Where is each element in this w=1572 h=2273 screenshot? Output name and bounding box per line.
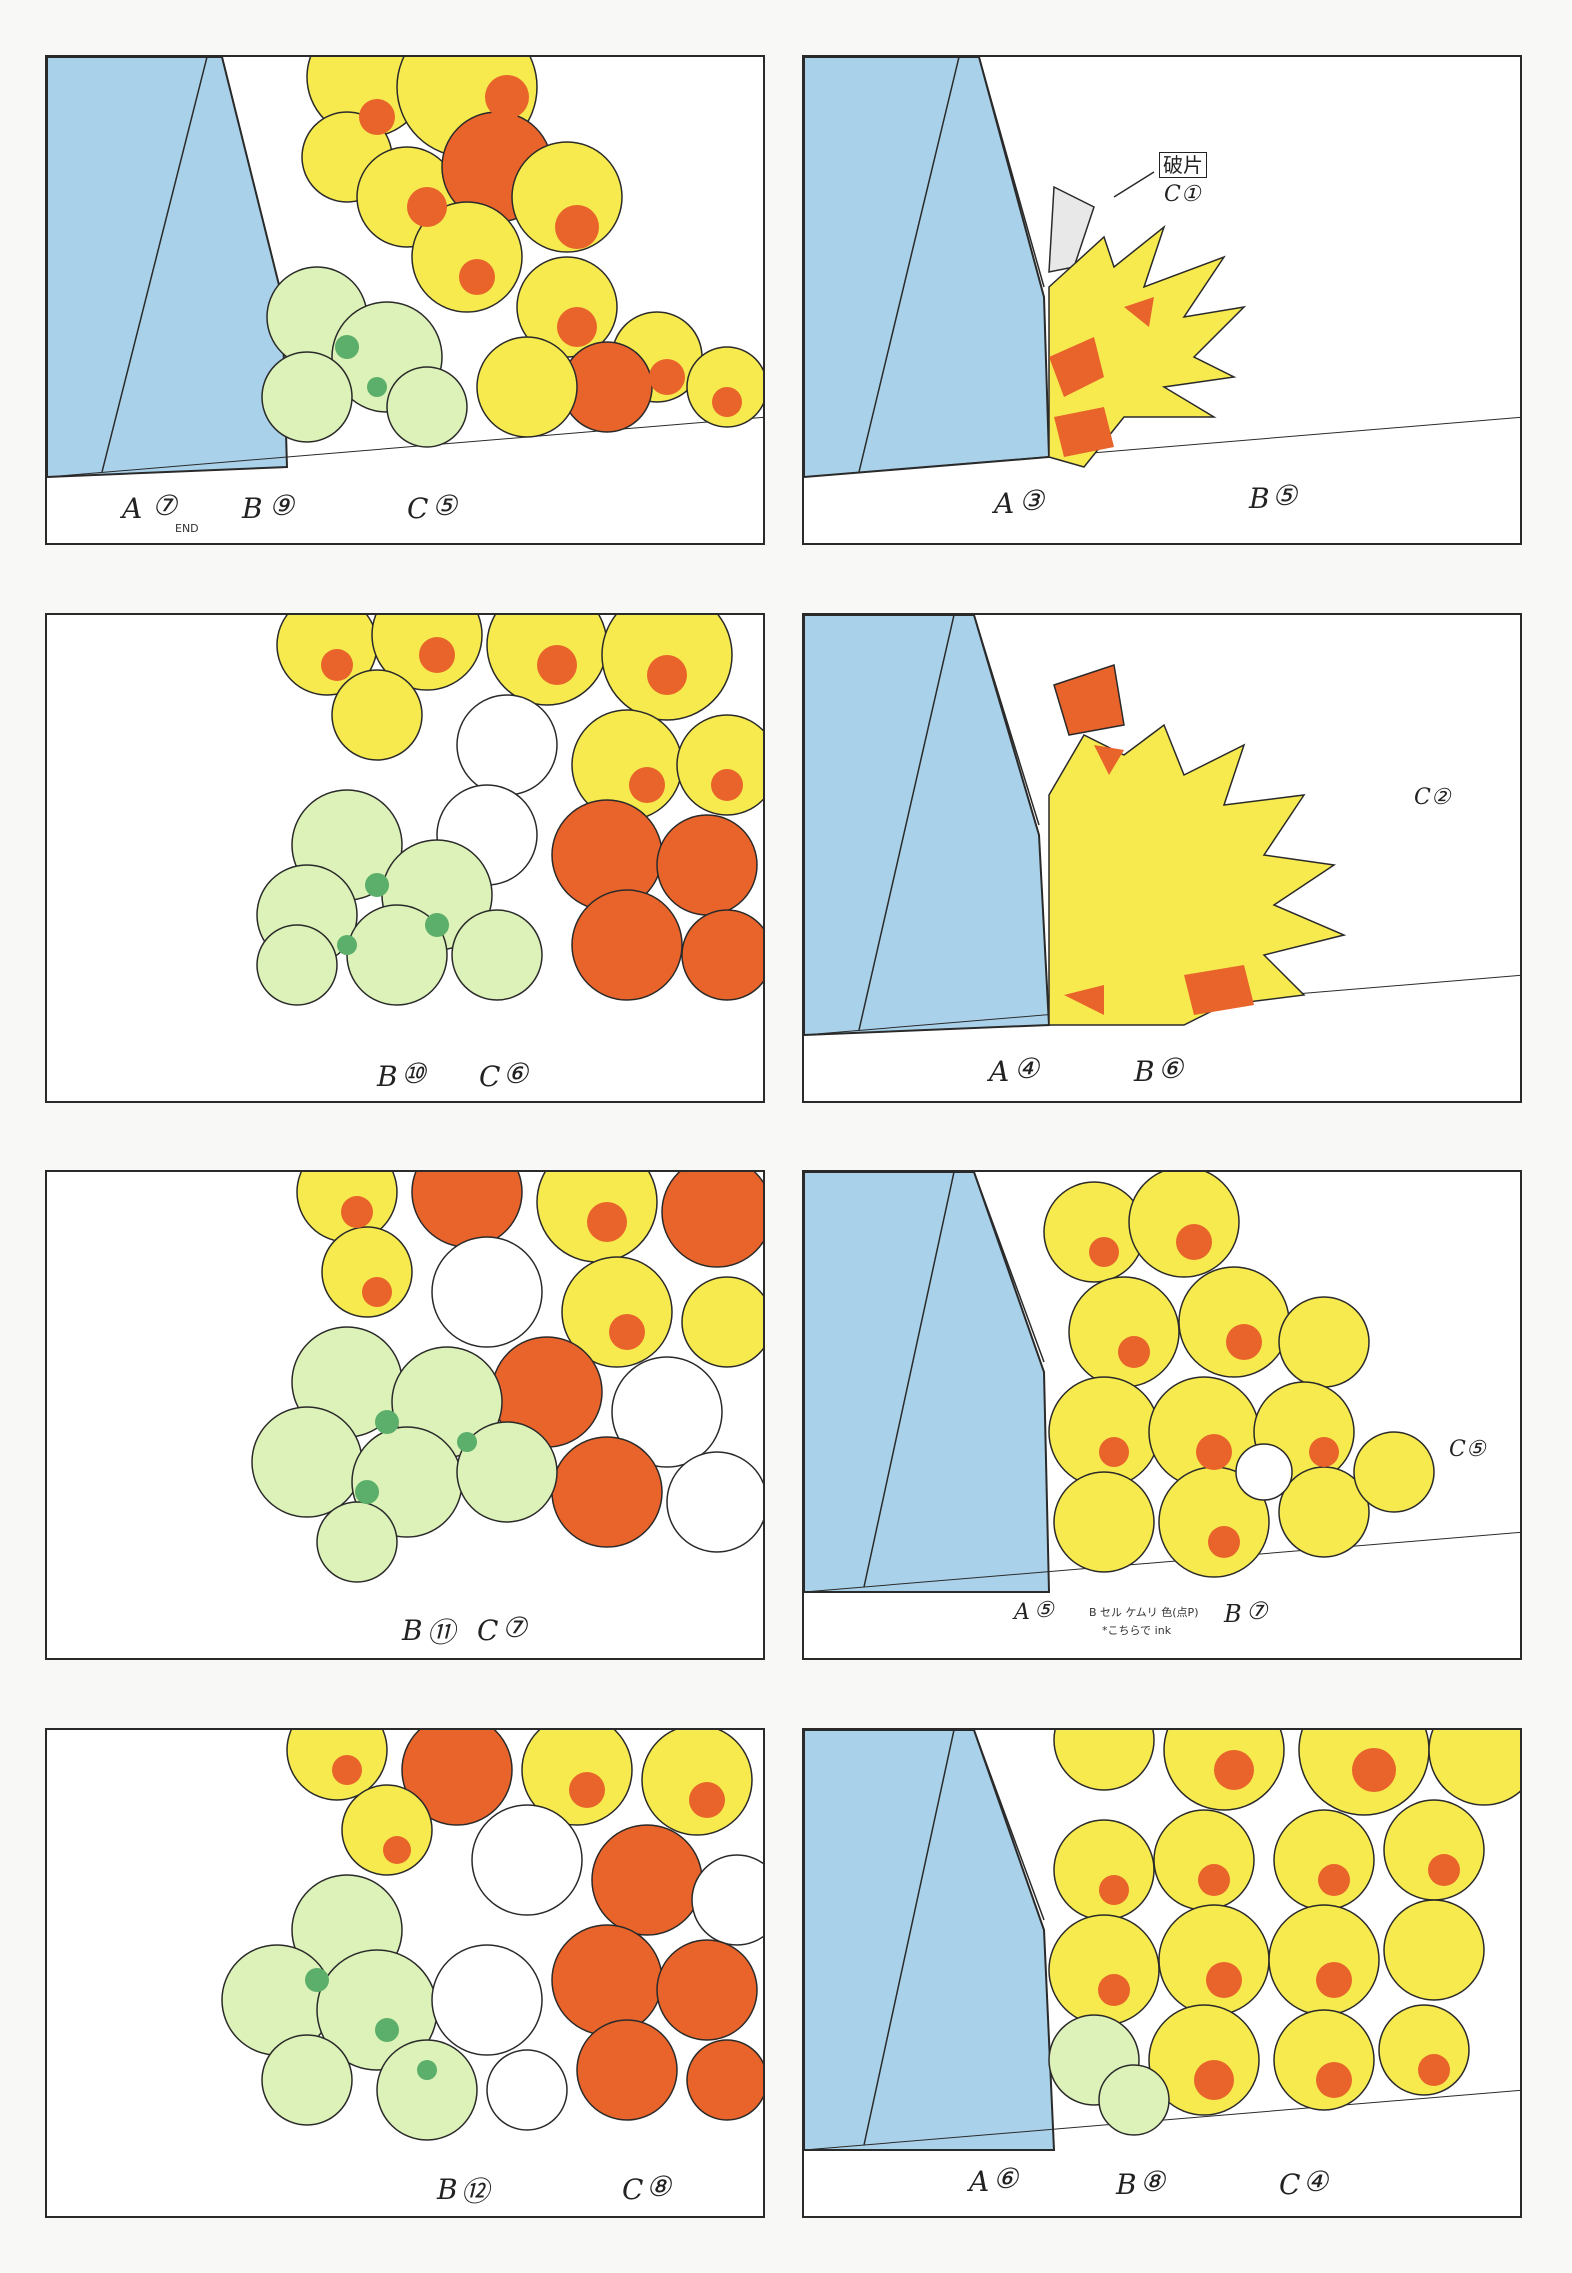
side-cel-label: C② (1414, 785, 1451, 810)
cel-number-a: ④ (1014, 1052, 1041, 1085)
cel-label-c: C (622, 2173, 645, 2206)
cel-number-a: ⑥ (993, 2162, 1020, 2195)
panel-8: A ⑥ B ⑧ C ④ (802, 1728, 1522, 2218)
cel-number-b: ⑧ (1140, 2165, 1167, 2198)
explosion-art (256, 615, 763, 1006)
cel-label-c: C (1279, 2168, 1302, 2201)
cel-number-a: ③ (1019, 484, 1046, 517)
cel-number-a: ⑦ (152, 489, 179, 522)
explosion-art (47, 57, 763, 479)
explosion-art (804, 615, 1520, 1037)
cel-number-c: ⑦ (502, 1611, 529, 1644)
panel-6: C⑤ A ⑤ B セル ケムリ 色(点P) *こちらで ink B ⑦ (802, 1170, 1522, 1660)
cel-label-c: C (477, 1614, 500, 1647)
cel-label-b: B (437, 2173, 459, 2206)
panel-2: 破片 C① A ③ B ⑤ (802, 55, 1522, 545)
cel-label-a: A (1014, 1600, 1031, 1625)
cel-label-a: A (969, 2165, 991, 2198)
explosion-art (804, 1730, 1520, 2151)
panel-1: A ⑦ END B ⑨ C ⑤ (45, 55, 765, 545)
cel-number-b: ⑪ (427, 1616, 457, 1649)
debris-note-box: 破片 (1159, 152, 1207, 178)
cel-number-c: ⑥ (503, 1057, 530, 1090)
cel-number-a: ⑤ (1034, 1598, 1055, 1623)
cel-label-b: B (242, 492, 264, 525)
explosion-art (221, 1730, 763, 2141)
cel-number-b: ⑤ (1272, 479, 1299, 512)
panel-3: B ⑩ C ⑥ (45, 613, 765, 1103)
cel-label-a: A (989, 1055, 1011, 1088)
cel-number-b: ⑦ (1246, 1597, 1269, 1625)
smoke-note-line-1: B セル ケムリ 色(点P) (1089, 1606, 1199, 1619)
cel-label-b: B (1224, 1600, 1243, 1628)
cel-number-c: ⑤ (432, 489, 459, 522)
explosion-art (804, 1172, 1520, 1593)
explosion-art (251, 1172, 763, 1583)
panel-5: B ⑪ C ⑦ (45, 1170, 765, 1660)
smoke-note-line-2: *こちらで ink (1102, 1624, 1172, 1637)
cel-number-c: ⑧ (646, 2170, 673, 2203)
cel-number-b: ⑫ (461, 2175, 491, 2208)
end-mark: END (175, 522, 199, 535)
cel-label-b: B (377, 1060, 399, 1093)
debris-cel-label: C① (1164, 182, 1201, 207)
cel-label-a: A (122, 492, 144, 525)
cel-label-b: B (1116, 2168, 1138, 2201)
cel-label-c: C (479, 1060, 502, 1093)
cel-number-c: ④ (1303, 2165, 1330, 2198)
panel-4: C② A ④ B ⑥ (802, 613, 1522, 1103)
panel-7: B ⑫ C ⑧ (45, 1728, 765, 2218)
cel-label-b: B (1249, 482, 1271, 515)
cel-number-b: ⑨ (269, 489, 296, 522)
cel-label-a: A (994, 487, 1016, 520)
cel-number-b: ⑥ (1158, 1052, 1185, 1085)
cel-number-b: ⑩ (401, 1057, 428, 1090)
cel-label-b: B (402, 1614, 424, 1647)
explosion-art (804, 57, 1520, 479)
side-cel-label: C⑤ (1449, 1437, 1486, 1462)
cel-label-b: B (1134, 1055, 1156, 1088)
cel-label-c: C (407, 492, 430, 525)
